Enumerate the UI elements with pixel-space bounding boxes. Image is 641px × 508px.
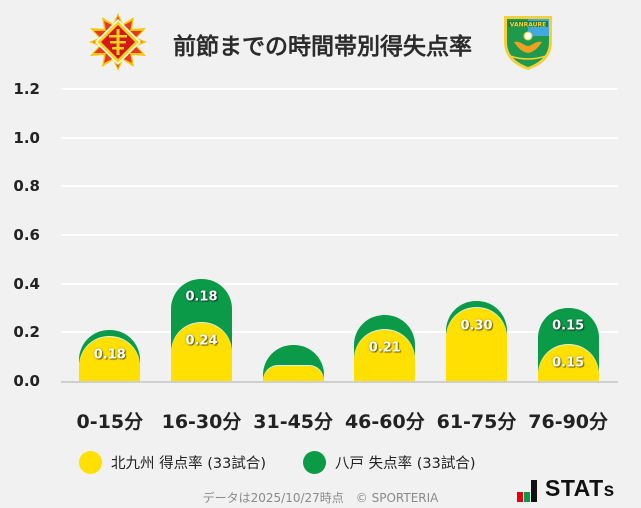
x-tick-label: 16-30分: [161, 411, 242, 433]
gridline: [61, 136, 618, 139]
bar-value-label: 0.30: [460, 318, 493, 334]
legend-label-home: 北九州 得点率 (33試合): [111, 455, 266, 472]
gridline: [61, 88, 618, 90]
bar-value-label: 0.24: [185, 333, 218, 349]
green-dot-icon: [303, 450, 326, 474]
x-tick-label: 31-45分: [253, 411, 334, 433]
bar-segment-home[interactable]: [446, 307, 507, 381]
legend-label-away: 八戸 失点率 (33試合): [335, 455, 476, 472]
data-source-note: データは2025/10/27時点 © SPORTERIA: [202, 491, 439, 505]
stats-logo-text: STATs: [545, 475, 615, 502]
y-tick-label: 0.4: [13, 274, 40, 293]
bar-value-label: 0.15: [552, 318, 585, 334]
bar-value-label: 0.15: [552, 355, 585, 370]
bar-value-label: 0.18: [93, 347, 126, 363]
bar-segment-home[interactable]: [262, 366, 324, 381]
svg-text:VANRAURE: VANRAURE: [510, 22, 547, 29]
stats-bars-icon: [517, 480, 541, 502]
chart-legend: 北九州 得点率 (33試合) 八戸 失点率 (33試合): [0, 449, 641, 475]
x-tick-label: 61-75分: [436, 411, 517, 433]
y-tick-label: 1.2: [13, 80, 40, 98]
gridline: [61, 234, 618, 236]
x-tick-label: 76-90分: [528, 411, 609, 433]
y-tick-label: 0.8: [13, 177, 40, 196]
stacked-bar[interactable]: 0.21: [354, 315, 416, 381]
legend-item-away[interactable]: 八戸 失点率 (33試合): [303, 449, 475, 475]
stacked-bar[interactable]: 0.30: [446, 300, 507, 381]
yellow-dot-icon: [79, 450, 102, 474]
stacked-bar[interactable]: 0.18: [79, 329, 141, 381]
x-axis-baseline: [61, 381, 618, 383]
x-tick-label: 0-15分: [76, 411, 144, 433]
y-tick-label: 0.0: [13, 372, 40, 390]
y-tick-label: 1.0: [13, 128, 40, 147]
bar-value-label: 0.21: [368, 340, 401, 356]
stacked-bar[interactable]: 0.15 0.15: [537, 308, 599, 381]
bar-segment-home[interactable]: [354, 329, 416, 381]
y-tick-label: 0.2: [13, 323, 40, 342]
y-tick-label: 0.6: [13, 226, 40, 244]
bar-segment-home[interactable]: [171, 322, 232, 381]
chart-header: 前節までの時間帯別得失点率 VANRAURE: [0, 0, 641, 80]
gridline: [61, 331, 618, 334]
chart-title: 前節までの時間帯別得失点率: [173, 34, 472, 60]
bar-segment-home[interactable]: [79, 337, 141, 381]
x-tick-label: 46-60分: [344, 411, 425, 433]
stacked-bar[interactable]: 0.18 0.24: [171, 278, 232, 381]
kitakyushu-emblem-icon: [89, 13, 147, 71]
legend-item-home[interactable]: 北九州 得点率 (33試合): [79, 449, 266, 475]
gridline: [61, 185, 618, 188]
chart-plot-area: 1.2 1.0 0.8 0.6 0.4 0.2 0.0 0.18 0.18 0.24 0.21 0.3…: [13, 80, 618, 390]
stats-logo: STATs: [517, 476, 615, 502]
hachinohe-emblem-icon: VANRAURE: [504, 16, 552, 70]
stacked-bar[interactable]: [262, 344, 324, 381]
bar-value-label: 0.18: [185, 289, 218, 305]
gridline: [61, 282, 618, 285]
